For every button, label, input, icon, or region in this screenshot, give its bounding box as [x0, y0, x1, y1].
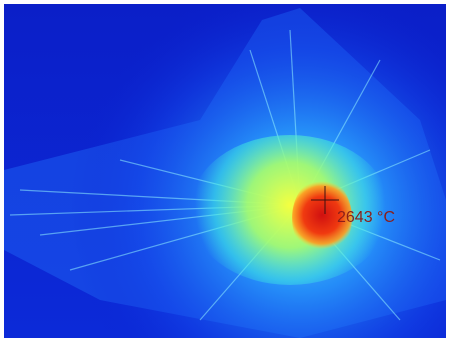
temperature-readout: 2643 °C: [337, 209, 395, 226]
thermal-image: 2643 °C: [0, 0, 450, 342]
page: 2643 °C (() => { const data = JSON.parse…: [0, 0, 450, 342]
